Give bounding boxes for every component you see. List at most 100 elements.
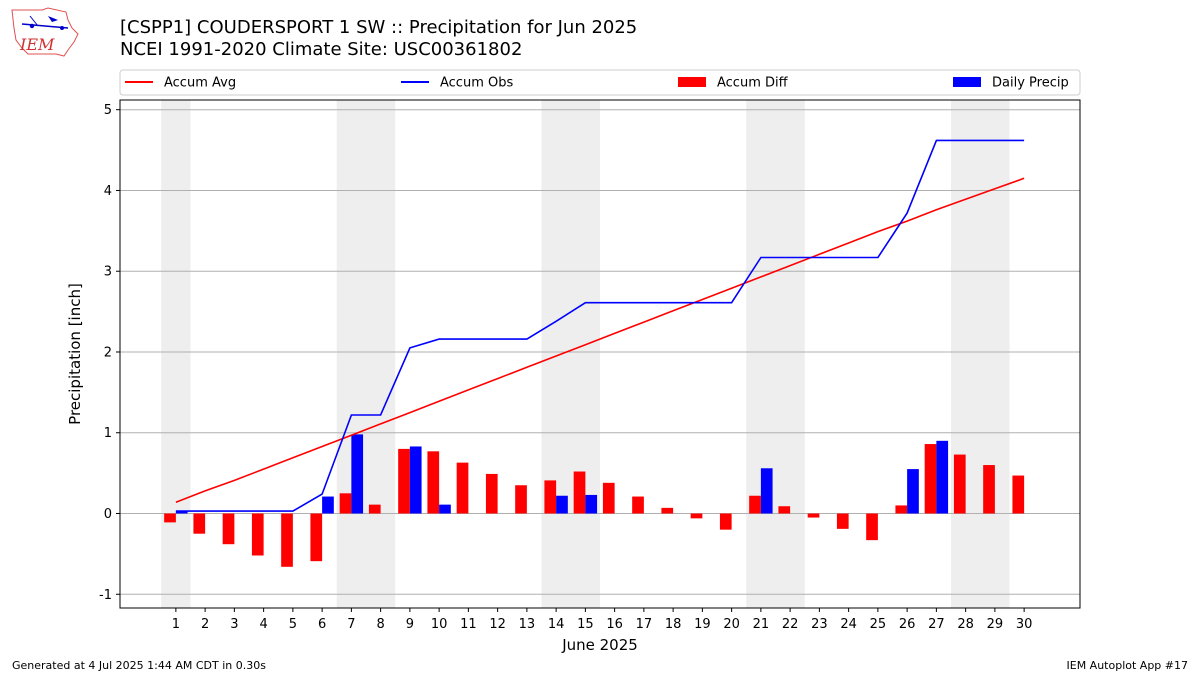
y-tick-label: 5 bbox=[104, 103, 112, 118]
weekend-band bbox=[161, 100, 191, 608]
accum-lines bbox=[175, 139, 1025, 512]
accum-diff-bar bbox=[281, 513, 293, 567]
daily-precip-bar bbox=[556, 495, 568, 514]
accum-diff-bar bbox=[193, 513, 206, 534]
legend-label: Accum Avg bbox=[164, 76, 236, 91]
x-tick-label: 12 bbox=[489, 617, 506, 632]
x-tick-label: 22 bbox=[782, 617, 799, 632]
accum-diff-bar bbox=[866, 513, 878, 541]
x-tick-label: 28 bbox=[957, 617, 974, 632]
accum-diff-bar bbox=[456, 462, 469, 514]
daily-precip-bar bbox=[175, 511, 188, 514]
daily-precip-bar bbox=[351, 434, 364, 514]
logo-text: IEM bbox=[19, 35, 55, 54]
x-tick-label: 11 bbox=[460, 617, 477, 632]
x-tick-label: 24 bbox=[840, 617, 857, 632]
x-tick-label: 1 bbox=[172, 617, 180, 632]
daily-precip-bar bbox=[322, 496, 334, 514]
x-axis-label: June 2025 bbox=[561, 636, 638, 654]
x-tick-label: 14 bbox=[548, 617, 565, 632]
x-tick-label: 2 bbox=[201, 617, 209, 632]
y-tick-label: -1 bbox=[99, 588, 112, 603]
x-tick-label: 9 bbox=[406, 617, 414, 632]
accum-avg-line bbox=[175, 177, 1025, 503]
legend-label: Accum Obs bbox=[440, 76, 513, 91]
x-tick-label: 13 bbox=[519, 617, 536, 632]
accum-diff-bar bbox=[368, 504, 381, 514]
accum-diff-bar bbox=[515, 485, 527, 514]
y-tick-label: 0 bbox=[104, 507, 112, 522]
accum-diff-bar bbox=[427, 451, 440, 514]
x-tick-label: 3 bbox=[230, 617, 238, 632]
accum-diff-bar bbox=[719, 513, 732, 530]
accum-diff-bar bbox=[983, 465, 995, 514]
accum-diff-bar bbox=[339, 493, 352, 514]
x-tick-label: 4 bbox=[259, 617, 267, 632]
accum-diff-bar bbox=[485, 473, 498, 514]
weekend-band bbox=[951, 100, 1010, 608]
weekend-band bbox=[746, 100, 805, 608]
daily-precip-bars bbox=[175, 434, 949, 514]
x-tick-label: 30 bbox=[1016, 617, 1033, 632]
accum-diff-bar bbox=[924, 444, 937, 514]
accum-diff-bar bbox=[953, 454, 966, 514]
weekend-band bbox=[336, 100, 396, 608]
accum-diff-bar bbox=[749, 495, 761, 514]
legend-swatch-bar bbox=[678, 77, 706, 87]
accum-diff-bar bbox=[573, 471, 586, 514]
x-tick-label: 5 bbox=[289, 617, 297, 632]
accum-diff-bar bbox=[632, 496, 644, 514]
accum-diff-bar bbox=[661, 507, 674, 514]
accum-diff-bar bbox=[544, 480, 557, 514]
legend-label: Accum Diff bbox=[717, 76, 789, 91]
accum-diff-bar bbox=[1012, 475, 1025, 514]
accum-diff-bar bbox=[690, 513, 703, 519]
legend-label: Daily Precip bbox=[992, 76, 1069, 91]
x-tick-label: 29 bbox=[987, 617, 1004, 632]
x-tick-label: 27 bbox=[928, 617, 945, 632]
x-tick-label: 25 bbox=[870, 617, 887, 632]
x-tick-label: 7 bbox=[347, 617, 355, 632]
accum-diff-bar bbox=[602, 482, 615, 514]
plot-frame bbox=[119, 99, 1081, 609]
chart-title: [CSPP1] COUDERSPORT 1 SW :: Precipitatio… bbox=[120, 17, 638, 38]
weekend-bands bbox=[161, 100, 1010, 608]
accum-diff-bars bbox=[164, 444, 1025, 567]
x-tick-label: 6 bbox=[318, 617, 326, 632]
accum-diff-bar bbox=[895, 505, 908, 514]
footer-app: IEM Autoplot App #17 bbox=[1066, 659, 1189, 672]
daily-precip-bar bbox=[409, 446, 422, 514]
x-tick-label: 17 bbox=[636, 617, 653, 632]
y-tick-label: 4 bbox=[104, 184, 112, 199]
accum-diff-bar bbox=[310, 513, 323, 562]
legend-box bbox=[119, 69, 1081, 96]
chart-subtitle: NCEI 1991-2020 Climate Site: USC00361802 bbox=[120, 39, 523, 60]
accum-diff-bar bbox=[398, 448, 410, 514]
accum-diff-bar bbox=[222, 513, 235, 545]
accum-diff-bar bbox=[251, 513, 264, 556]
accum-diff-bar bbox=[164, 513, 176, 523]
x-tick-label: 8 bbox=[376, 617, 384, 632]
daily-precip-bar bbox=[760, 468, 773, 514]
x-tick-label: 21 bbox=[753, 617, 770, 632]
legend-swatch-bar bbox=[953, 77, 981, 87]
iem-logo: IEM bbox=[11, 7, 79, 57]
y-axis-label: Precipitation [inch] bbox=[66, 283, 84, 425]
accum-diff-bar bbox=[778, 506, 791, 514]
accum-diff-bar bbox=[836, 513, 849, 529]
daily-precip-bar bbox=[936, 440, 949, 514]
daily-precip-bar bbox=[585, 494, 598, 514]
daily-precip-bar bbox=[907, 469, 919, 514]
y-tick-label: 1 bbox=[104, 426, 112, 441]
x-tick-label: 26 bbox=[899, 617, 916, 632]
x-tick-label: 19 bbox=[694, 617, 711, 632]
daily-precip-bar bbox=[439, 504, 451, 514]
x-tick-label: 23 bbox=[811, 617, 828, 632]
x-tick-label: 15 bbox=[577, 617, 594, 632]
accum-obs-line bbox=[175, 139, 1025, 512]
y-tick-label: 2 bbox=[104, 345, 112, 360]
x-tick-label: 18 bbox=[665, 617, 682, 632]
weekend-band bbox=[541, 100, 600, 608]
